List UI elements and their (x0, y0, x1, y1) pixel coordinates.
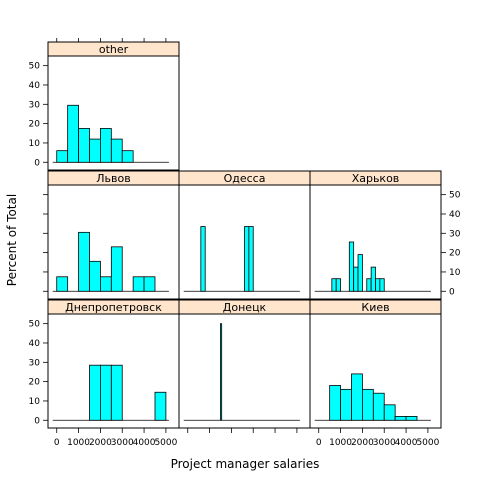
y-axis-title: Percent of Total (5, 194, 19, 286)
panel-strip-label: Киев (361, 301, 389, 314)
histogram-bar (100, 276, 112, 292)
y-tick-label: 40 (29, 339, 41, 349)
y-tick-label: 10 (29, 397, 41, 407)
y-tick-label: 50 (29, 62, 41, 72)
panel-frame (47, 55, 180, 171)
panel-7: Киев (309, 299, 442, 429)
panel-strip-label: Харьков (352, 172, 400, 185)
histogram-bar (110, 138, 123, 163)
histogram-bar (357, 254, 363, 292)
histogram-bar (200, 226, 206, 292)
x-tick-label: 3000 (373, 438, 396, 448)
histogram-bar (121, 150, 134, 163)
panel-frame (309, 184, 442, 300)
x-tick-label: 3000 (111, 438, 134, 448)
panel-strip-label: Днепропетровск (65, 301, 162, 314)
histogram-bar (89, 260, 101, 292)
panel-strip-label: Донецк (223, 301, 267, 314)
histogram-bar (335, 278, 341, 292)
y-tick-label: 50 (29, 320, 41, 330)
y-tick-label: 0 (449, 287, 455, 297)
x-tick-label: 4000 (395, 438, 418, 448)
x-axis-title: Project manager salaries (171, 457, 320, 471)
histogram-bar (383, 404, 396, 421)
panel-2: Львов (47, 170, 180, 300)
histogram-bar (366, 278, 372, 292)
histogram-bar (100, 364, 112, 421)
histogram-bar (248, 226, 254, 292)
y-tick-label: 10 (29, 139, 41, 149)
histogram-bar (405, 416, 418, 421)
y-tick-label: 30 (29, 100, 41, 110)
histogram-bar (348, 241, 355, 292)
panel-frame (309, 313, 442, 429)
histogram-bar (100, 128, 112, 163)
x-tick-label: 1000 (67, 438, 90, 448)
y-tick-label: 50 (449, 191, 461, 201)
y-tick-label: 30 (449, 229, 461, 239)
histogram-bar (331, 278, 337, 292)
x-tick-label: 5000 (154, 438, 177, 448)
histogram-bar (56, 150, 69, 163)
histogram-bar (372, 392, 385, 421)
histogram-bar (353, 266, 359, 292)
histogram-bar (351, 373, 363, 421)
histogram-bar (89, 138, 101, 163)
panel-3: Одесса (178, 170, 311, 300)
histogram-bar (89, 364, 101, 421)
histogram-bar (379, 278, 385, 292)
histogram-bar (154, 391, 167, 421)
x-tick-label: 4000 (133, 438, 156, 448)
histogram-bar (220, 323, 223, 421)
histogram-bar (110, 246, 123, 292)
panel-1: other (47, 41, 180, 171)
histogram-bar (394, 416, 407, 421)
histogram-bar (329, 385, 341, 421)
x-tick-label: 0 (316, 438, 322, 448)
x-tick-label: 2000 (89, 438, 112, 448)
x-tick-label: 2000 (351, 438, 374, 448)
histogram-bar (143, 276, 156, 292)
y-tick-label: 0 (34, 158, 40, 168)
x-tick-label: 0 (54, 438, 60, 448)
y-tick-label: 20 (449, 249, 461, 259)
panel-strip-label: Одесса (224, 172, 266, 185)
y-tick-label: 40 (29, 81, 41, 91)
x-tick-label: 1000 (329, 438, 352, 448)
histogram-bar (340, 388, 352, 421)
panels-group: other Львов Одесса Харьков Днепропетровск Дон… (29, 38, 461, 448)
histogram-bar (78, 128, 90, 163)
panel-strip-label: other (99, 43, 129, 56)
histogram-bar (361, 388, 374, 421)
panel-frame (178, 313, 311, 429)
panel-strip-label: Львов (96, 172, 130, 185)
panel-4: Харьков (309, 170, 442, 300)
histogram-bar (110, 364, 123, 421)
histogram-bar (375, 278, 381, 292)
panel-5: Днепропетровск (47, 299, 180, 429)
y-tick-label: 20 (29, 378, 41, 388)
histogram-bar (56, 276, 69, 292)
y-tick-label: 40 (449, 210, 461, 220)
panel-6: Донецк (178, 299, 311, 429)
histogram-bar (132, 276, 145, 292)
y-tick-label: 10 (449, 268, 461, 278)
y-tick-label: 20 (29, 120, 41, 130)
histogram-bar (67, 104, 79, 163)
histogram-bar (244, 226, 250, 292)
x-tick-label: 5000 (416, 438, 439, 448)
histogram-bar (78, 231, 90, 292)
histogram-bar (370, 266, 376, 292)
y-tick-label: 0 (34, 416, 40, 426)
y-tick-label: 30 (29, 358, 41, 368)
